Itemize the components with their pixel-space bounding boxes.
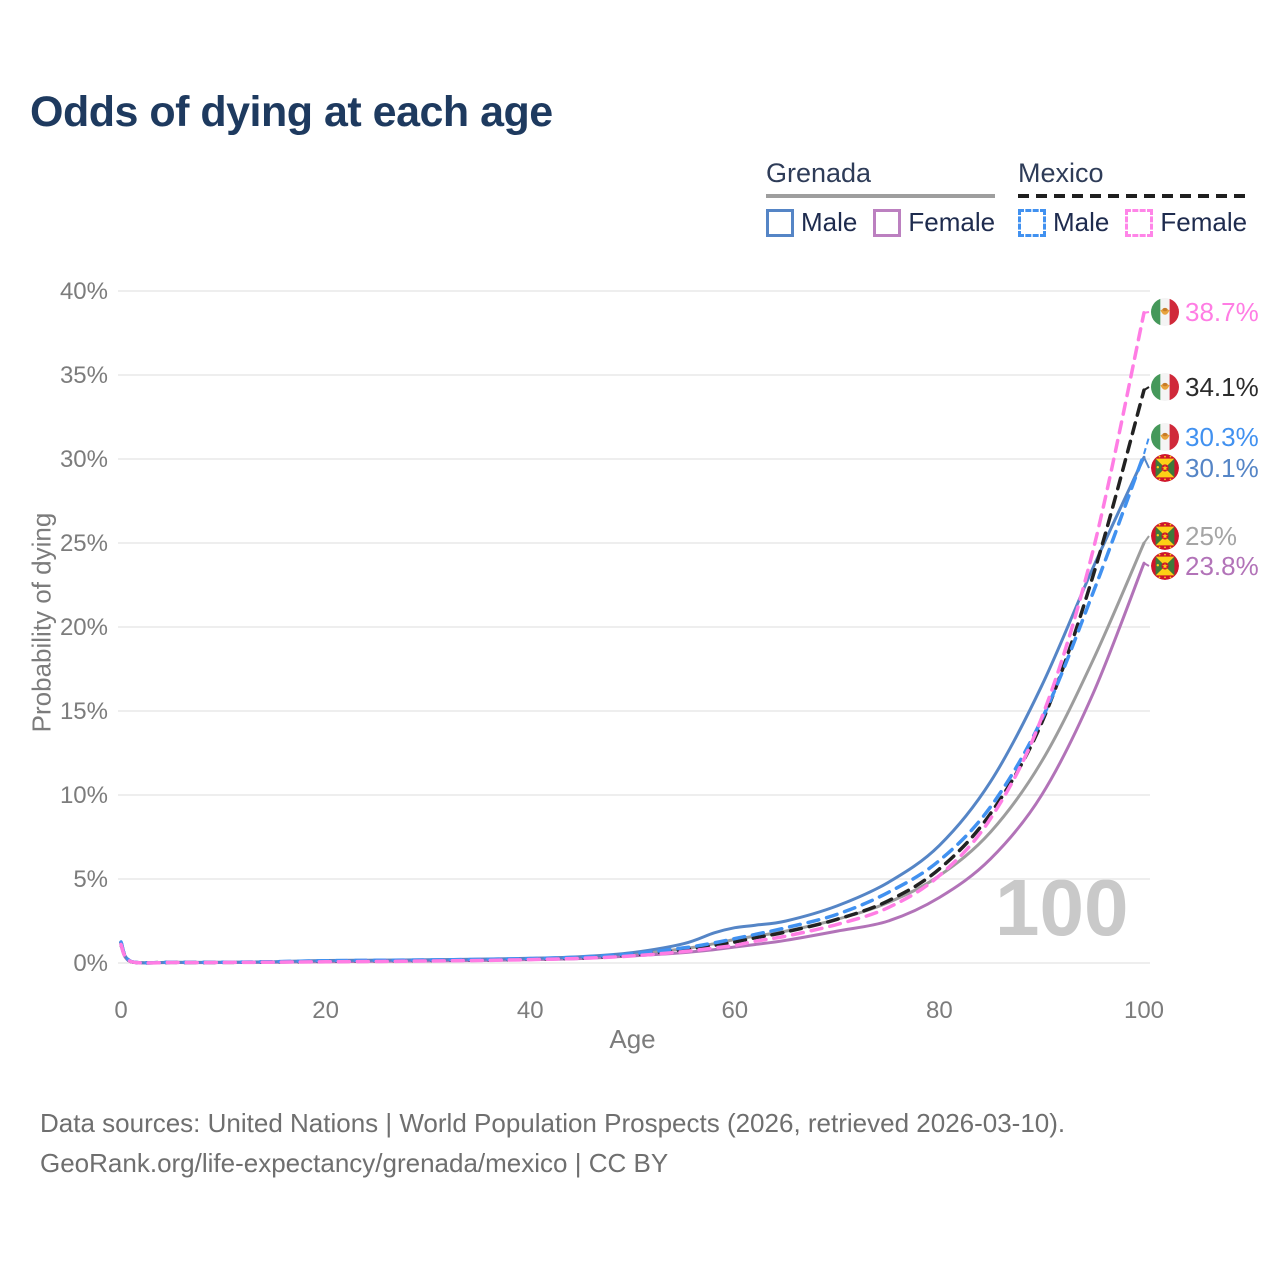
y-tick-label: 40% (60, 278, 108, 305)
legend-label: Female (908, 207, 996, 237)
legend-item-grenada-male: Male (766, 207, 857, 238)
leader-line (1143, 535, 1150, 544)
end-label-grenada-female: 23.8% (1151, 551, 1259, 581)
data-sources-note: Data sources: United Nations | World Pop… (40, 1108, 1066, 1138)
y-tick-label: 15% (60, 698, 108, 725)
end-value: 23.8% (1185, 550, 1259, 581)
legend-group-mexico: Mexico Male Female (1018, 158, 1248, 238)
series-line-grenada-female (119, 561, 1146, 965)
x-tick-label: 20 (312, 997, 339, 1024)
leader-line (1143, 456, 1150, 469)
legend-item-grenada-female: Female (873, 207, 995, 238)
attribution-note: GeoRank.org/life-expectancy/grenada/mexi… (40, 1148, 669, 1178)
y-tick-label: 30% (60, 446, 108, 473)
legend-label: Male (801, 207, 858, 237)
grenada-flag-icon (1151, 454, 1179, 482)
chart-title: Odds of dying at each age (30, 88, 553, 136)
series-line-grenada-male (119, 455, 1146, 965)
mexico-male-swatch (1018, 208, 1046, 237)
end-value: 30.1% (1185, 452, 1259, 483)
end-label-mexico-male: 30.3% (1151, 422, 1259, 452)
end-value: 25% (1185, 520, 1238, 551)
mexico-dashed-line-swatch (1018, 194, 1248, 198)
y-tick-label: 0% (73, 950, 108, 977)
grenada-female-swatch (873, 208, 902, 237)
grenada-male-swatch (766, 208, 794, 237)
age-watermark: 100 (995, 863, 1129, 952)
mexico-flag-icon (1151, 423, 1179, 451)
y-tick-label: 20% (60, 614, 108, 641)
leader-line (1143, 311, 1150, 314)
end-value: 30.3% (1185, 421, 1259, 452)
mexico-flag-icon (1151, 373, 1179, 401)
legend-item-mexico-female: Female (1125, 207, 1247, 238)
x-tick-label: 0 (114, 997, 127, 1024)
series-line-mexico-female (119, 311, 1146, 965)
series-line-grenada-total (119, 541, 1146, 965)
legend-header-grenada: Grenada (766, 158, 872, 188)
series-line-mexico-total (119, 388, 1146, 965)
legend-label: Male (1053, 207, 1110, 237)
y-tick-label: 25% (60, 530, 108, 557)
leader-line (1143, 386, 1150, 391)
series-line-mexico-male (119, 452, 1146, 965)
end-value: 38.7% (1185, 296, 1259, 327)
y-tick-label: 35% (60, 362, 108, 389)
x-axis-title: Age (609, 1024, 656, 1054)
mexico-female-swatch (1125, 208, 1154, 237)
end-label-grenada-male: 30.1% (1151, 453, 1259, 483)
y-tick-label: 10% (60, 782, 108, 809)
mexico-flag-icon (1151, 298, 1179, 326)
end-label-mexico-female: 38.7% (1151, 297, 1259, 327)
legend-label: Female (1160, 207, 1248, 237)
grenada-flag-icon (1151, 522, 1179, 550)
x-tick-label: 40 (517, 997, 544, 1024)
x-tick-label: 80 (926, 997, 953, 1024)
end-value: 34.1% (1185, 371, 1259, 402)
legend-group-grenada: Grenada Male Female (766, 158, 996, 238)
grenada-solid-line-swatch (766, 194, 996, 198)
y-axis-title: Probability of dying (26, 512, 57, 733)
end-label-grenada-total: 25% (1151, 521, 1237, 551)
x-tick-label: 60 (721, 997, 748, 1024)
leader-line (1143, 436, 1150, 455)
legend-item-mexico-male: Male (1018, 207, 1109, 238)
grenada-flag-icon (1151, 552, 1179, 580)
leader-line (1143, 562, 1150, 567)
end-label-mexico-total: 34.1% (1151, 372, 1259, 402)
y-tick-label: 5% (73, 866, 108, 893)
x-tick-label: 100 (1124, 997, 1164, 1024)
legend-header-mexico: Mexico (1018, 158, 1104, 188)
